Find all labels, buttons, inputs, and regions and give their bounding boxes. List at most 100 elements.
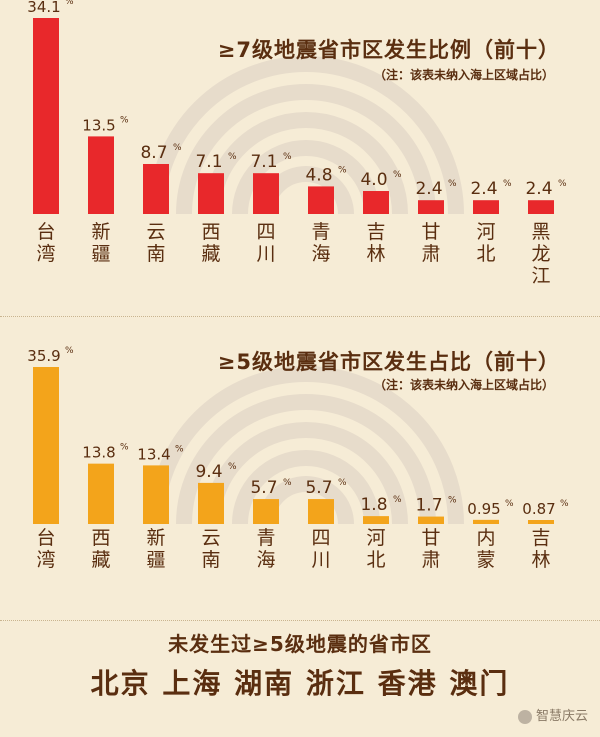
category-label: 湾: [36, 549, 55, 571]
data-label: 13.5: [82, 116, 115, 134]
unit-label: %: [448, 496, 457, 506]
data-label: 8.7: [140, 143, 167, 163]
arc: [232, 140, 380, 215]
bar: [143, 465, 169, 524]
bar: [308, 186, 334, 214]
category-label: 吉: [531, 527, 550, 549]
data-label: 4.0: [360, 170, 387, 190]
data-label: 34.1: [27, 0, 60, 16]
category-label: 海: [311, 243, 330, 265]
data-label: 35.9: [27, 347, 60, 365]
chart-7-svg: 34.1 % 台湾 13.5 % 新疆 8.7 % 云南 7.1 % 西藏 7.1 % 四川 4.8 % 青海 4.…: [27, 0, 567, 287]
bar: [143, 163, 169, 214]
category-label: 疆: [91, 243, 110, 265]
unit-label: %: [283, 152, 292, 162]
category-label: 林: [531, 549, 550, 571]
arc: [148, 56, 464, 215]
category-label: 新: [146, 527, 165, 549]
category-label: 青: [256, 527, 275, 549]
unit-label: %: [503, 179, 512, 189]
category-label: 云: [146, 221, 165, 243]
watermark-text: 智慧庆云: [535, 709, 588, 724]
data-label: 7.1: [195, 152, 222, 172]
chart-5-svg: 35.9 % 台湾 13.8 % 西藏 13.4 % 新疆 9.4 % 云南 5.7 % 青海 5.7 % 四川 1…: [27, 346, 569, 571]
unit-label: %: [175, 444, 184, 454]
unit-label: %: [338, 165, 347, 175]
bar: [33, 18, 59, 214]
unit-label: %: [560, 499, 569, 509]
category-label: 肃: [421, 549, 440, 571]
chart-7-title: ≥7级地震省市区发生比例（前十）: [217, 38, 560, 62]
watermark: 智慧庆云: [517, 705, 588, 724]
category-label: 江: [531, 265, 550, 287]
category-label: 甘: [421, 221, 440, 243]
category-label: 川: [256, 243, 275, 265]
chart-5-note: （注：该表未纳入海上区域占比）: [373, 378, 554, 392]
data-label: 2.4: [525, 179, 552, 199]
data-label: 7.1: [250, 152, 277, 172]
arc: [232, 450, 380, 525]
category-label: 川: [311, 549, 330, 571]
bar: [33, 367, 59, 524]
arc: [148, 366, 464, 525]
category-label: 南: [201, 549, 220, 571]
category-label: 藏: [91, 549, 110, 571]
bar: [418, 200, 444, 214]
unit-label: %: [65, 0, 74, 7]
category-label: 四: [256, 221, 275, 243]
category-label: 北: [366, 549, 385, 571]
category-label: 藏: [201, 243, 220, 265]
category-label: 海: [256, 549, 275, 571]
unit-label: %: [558, 179, 567, 189]
unit-label: %: [228, 462, 237, 472]
no-quake-title: 未发生过≥5级地震的省市区: [168, 632, 432, 656]
arc: [204, 112, 408, 215]
bar: [418, 516, 444, 524]
data-label: 5.7: [250, 478, 277, 498]
unit-label: %: [228, 152, 237, 162]
category-label: 黑: [531, 221, 550, 243]
category-label: 河: [476, 221, 495, 243]
bar: [363, 191, 389, 214]
bar: [308, 499, 334, 524]
data-label: 13.8: [82, 444, 115, 462]
bar: [473, 200, 499, 214]
unit-label: %: [173, 143, 182, 153]
category-label: 疆: [146, 549, 165, 571]
category-label: 湾: [36, 243, 55, 265]
category-label: 新: [91, 221, 110, 243]
unit-label: %: [505, 499, 514, 509]
data-label: 1.7: [415, 496, 442, 516]
bar: [88, 136, 114, 214]
data-label: 2.4: [470, 179, 497, 199]
chart-magnitude-5: 35.9% 台湾 13.8% 西藏 13.4% 新疆 9.4% 云南 5.7% 青海 5.7% 四川 1…: [0, 318, 600, 618]
category-label: 台: [36, 221, 55, 243]
bar: [253, 499, 279, 524]
category-label: 林: [366, 243, 385, 265]
data-label: 2.4: [415, 179, 442, 199]
category-label: 龙: [531, 243, 550, 265]
chart-5-title: ≥5级地震省市区发生占比（前十）: [217, 350, 560, 374]
category-label: 吉: [366, 221, 385, 243]
category-label: 蒙: [476, 549, 495, 571]
unit-label: %: [393, 170, 402, 180]
divider-2: [0, 620, 600, 621]
data-label: 1.8: [360, 495, 387, 515]
no-quake-list: 北京 上海 湖南 浙江 香港 澳门: [90, 667, 510, 700]
divider: [0, 316, 600, 317]
unit-label: %: [448, 179, 457, 189]
wechat-icon: [517, 709, 532, 724]
data-label: 13.4: [137, 445, 170, 463]
data-label: 4.8: [305, 165, 332, 185]
unit-label: %: [65, 346, 74, 356]
unit-label: %: [283, 478, 292, 488]
bar: [253, 173, 279, 214]
category-label: 肃: [421, 243, 440, 265]
bar: [528, 520, 554, 524]
category-label: 北: [476, 243, 495, 265]
bar: [528, 200, 554, 214]
data-label: 0.95: [467, 500, 500, 518]
bar: [473, 519, 499, 524]
category-label: 四: [311, 527, 330, 549]
category-label: 西: [91, 527, 110, 549]
